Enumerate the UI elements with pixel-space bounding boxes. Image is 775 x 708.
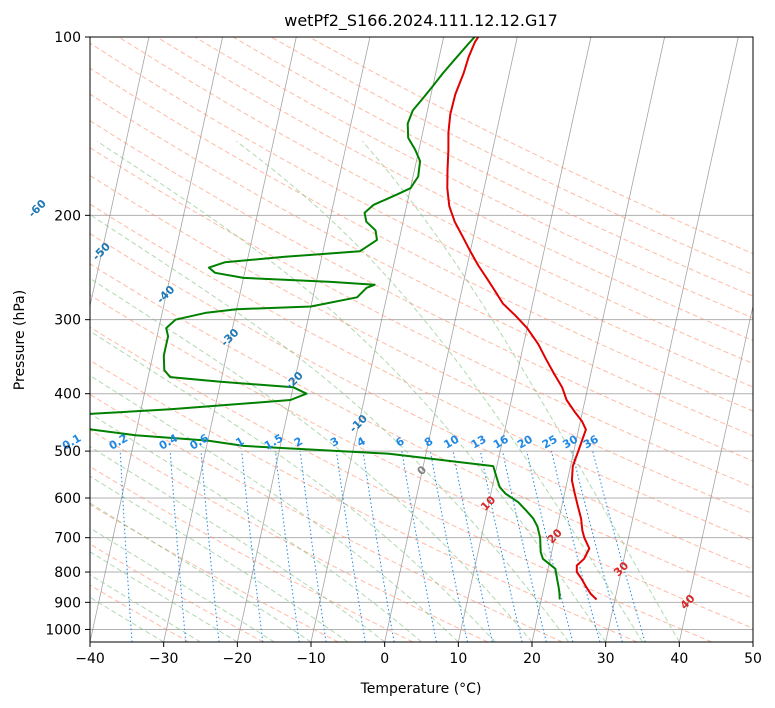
dry-adiabat-line — [90, 429, 488, 642]
mixing-ratio-line — [526, 450, 574, 642]
isotherm-line — [531, 37, 666, 642]
isotherm-line — [384, 37, 518, 642]
mixing-ratio-line — [571, 450, 623, 642]
moist-adiabat-line — [90, 475, 349, 642]
isotherm-line — [236, 37, 371, 642]
isotherm-line — [605, 37, 739, 642]
moist-adiabat-line — [90, 527, 275, 642]
x-tick-label: 10 — [449, 651, 467, 667]
isotherm-line — [90, 37, 150, 308]
moist-adiabat-line — [90, 374, 459, 642]
dry-adiabat-line — [90, 174, 753, 515]
dry-adiabat-line — [90, 584, 190, 642]
y-tick-label: 300 — [54, 313, 81, 329]
chart-title: wetPf2_S166.2024.111.12.12.G17 — [284, 11, 558, 31]
axis-ticks: −40 −30 −20 −10 0 10 20 30 40 50 100 200 300 400 500 60… — [45, 30, 762, 667]
isotherm-line — [457, 37, 592, 642]
isotherm-line — [163, 37, 297, 642]
x-tick-label: −10 — [296, 651, 326, 667]
moist-adiabat-line — [90, 502, 312, 642]
x-tick-label: 40 — [670, 651, 688, 667]
y-tick-label: 500 — [54, 444, 81, 460]
moist-adiabat-line — [236, 140, 643, 642]
y-axis-label: Pressure (hPa) — [12, 290, 28, 390]
dry-adiabat-line — [90, 232, 753, 570]
mixing-ratio-line — [335, 451, 366, 642]
isotherm-line — [90, 37, 224, 642]
x-tick-label: 0 — [380, 651, 389, 667]
mixing-ratio-line — [479, 450, 523, 642]
dry-adiabat-line — [90, 42, 753, 388]
moist-adiabat-line — [90, 277, 533, 642]
x-tick-label: 50 — [744, 651, 762, 667]
moist-adiabat-line — [97, 140, 607, 642]
mixing-ratio-line — [502, 451, 547, 642]
y-tick-label: 400 — [54, 387, 81, 403]
mixing-ratio-line — [592, 450, 646, 642]
moist-adiabat-line — [90, 574, 201, 642]
dry-adiabat-line — [90, 326, 712, 642]
moist-adiabat-line — [90, 596, 164, 642]
dry-adiabat-line — [90, 393, 563, 642]
dry-adiabat-line — [90, 504, 339, 642]
plot-area — [90, 37, 753, 642]
y-tick-label: 600 — [54, 491, 81, 507]
mixing-ratio-line — [274, 451, 300, 642]
mixing-ratio-line — [429, 451, 468, 642]
dewpoint-profile-line — [90, 37, 561, 600]
mixing-ratio-line — [169, 451, 187, 642]
dry-adiabat-line — [90, 263, 753, 600]
y-tick-label: 700 — [54, 531, 81, 547]
y-tick-label: 100 — [54, 30, 81, 46]
plot-frame — [89, 36, 754, 643]
mixing-ratio-line — [200, 451, 220, 642]
dry-adiabat-line — [90, 93, 753, 437]
mixing-ratio-line — [452, 451, 493, 642]
x-axis-label: Temperature (°C) — [360, 681, 482, 697]
moist-adiabat-line — [90, 551, 238, 642]
dry-adiabat-line — [90, 67, 753, 412]
y-tick-label: 1000 — [45, 622, 81, 638]
mixing-ratio-line — [241, 451, 264, 642]
x-tick-label: −40 — [75, 651, 105, 667]
moist-adiabat-line — [90, 446, 385, 642]
x-tick-label: 20 — [523, 651, 541, 667]
moist-adiabat-line — [90, 412, 422, 642]
x-tick-label: 30 — [597, 651, 615, 667]
y-tick-label: 800 — [54, 565, 81, 581]
moist-adiabat-line — [90, 213, 570, 642]
temperature-profile-line — [446, 37, 598, 601]
dry-adiabat-line — [90, 120, 753, 462]
moist-adiabat-line — [362, 140, 680, 642]
y-tick-label: 900 — [54, 595, 81, 611]
mixing-ratio-line — [299, 451, 327, 642]
isotherm-line — [678, 304, 753, 642]
x-tick-label: −20 — [223, 651, 253, 667]
x-tick-label: −30 — [149, 651, 179, 667]
y-tick-label: 200 — [54, 208, 81, 224]
